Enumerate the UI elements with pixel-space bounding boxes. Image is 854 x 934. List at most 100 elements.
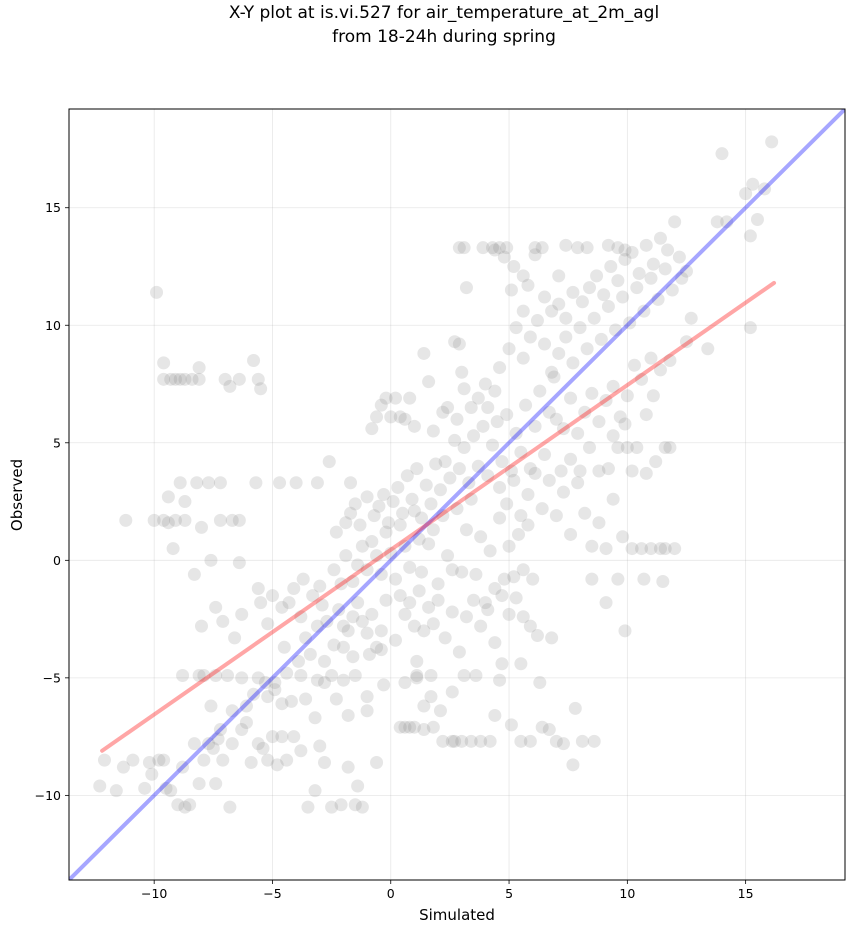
data-point: [150, 285, 164, 299]
data-point: [346, 650, 360, 664]
data-point: [668, 215, 682, 229]
data-point: [564, 391, 578, 405]
data-point: [604, 259, 618, 273]
data-point: [202, 476, 216, 490]
data-point: [627, 358, 641, 372]
data-point: [348, 497, 362, 511]
data-point: [649, 455, 663, 469]
data-point: [474, 530, 488, 544]
data-point: [500, 497, 514, 511]
data-point: [438, 455, 452, 469]
data-point: [625, 245, 639, 259]
x-axis-label: Simulated: [419, 906, 495, 924]
data-point: [618, 624, 632, 638]
data-point: [488, 384, 502, 398]
data-point: [715, 147, 729, 161]
data-point: [459, 523, 473, 537]
data-point: [393, 589, 407, 603]
data-point: [464, 734, 478, 748]
y-axis-label: Observed: [8, 459, 26, 531]
data-point: [429, 457, 443, 471]
data-point: [585, 386, 599, 400]
data-point: [209, 777, 223, 791]
data-point: [299, 631, 313, 645]
data-point: [556, 422, 570, 436]
plot-area: [69, 109, 845, 880]
data-point: [571, 241, 585, 255]
data-point: [325, 800, 339, 814]
data-point: [308, 711, 322, 725]
data-point: [601, 238, 615, 252]
data-point: [436, 509, 450, 523]
data-point: [575, 734, 589, 748]
data-point: [549, 412, 563, 426]
data-point: [384, 546, 398, 560]
data-point: [235, 671, 249, 685]
data-point: [289, 476, 303, 490]
data-point: [476, 241, 490, 255]
data-point: [512, 527, 526, 541]
data-point: [571, 426, 585, 440]
data-point: [346, 574, 360, 588]
data-point: [306, 589, 320, 603]
data-point: [530, 629, 544, 643]
chart-title-line-1: X-Y plot at is.vi.527 for air_temperatur…: [228, 3, 660, 23]
data-point: [646, 389, 660, 403]
data-point: [351, 779, 365, 793]
data-point: [410, 654, 424, 668]
data-point: [310, 619, 324, 633]
data-point: [225, 737, 239, 751]
data-point: [339, 549, 353, 563]
data-point: [235, 723, 249, 737]
data-point: [258, 676, 272, 690]
data-point: [542, 723, 556, 737]
data-point: [471, 459, 485, 473]
data-point: [469, 668, 483, 682]
data-point: [672, 250, 686, 264]
data-point: [294, 668, 308, 682]
y-tick-label: 15: [45, 200, 61, 215]
data-point: [452, 645, 466, 659]
data-point: [178, 513, 192, 527]
data-point: [720, 215, 734, 229]
y-tick-label: −10: [35, 788, 61, 803]
x-tick-label: −10: [141, 886, 167, 901]
data-point: [658, 440, 672, 454]
data-point: [197, 668, 211, 682]
data-point: [178, 372, 192, 386]
data-point: [587, 311, 601, 325]
data-point: [750, 212, 764, 226]
data-point: [545, 365, 559, 379]
data-point: [433, 483, 447, 497]
data-point: [232, 372, 246, 386]
data-point: [355, 539, 369, 553]
data-point: [746, 177, 760, 191]
data-point: [592, 464, 606, 478]
data-point: [400, 469, 414, 483]
data-point: [183, 798, 197, 812]
data-point: [516, 610, 530, 624]
data-point: [623, 316, 637, 330]
data-point: [661, 243, 675, 257]
data-point: [97, 753, 111, 767]
data-point: [209, 668, 223, 682]
data-point: [464, 401, 478, 415]
data-point: [424, 690, 438, 704]
data-point: [632, 267, 646, 281]
data-point: [299, 692, 313, 706]
data-point: [502, 607, 516, 621]
data-point: [405, 492, 419, 506]
y-tick-label: 5: [53, 435, 61, 450]
data-point: [398, 676, 412, 690]
data-point: [448, 433, 462, 447]
data-point: [157, 372, 171, 386]
data-point: [450, 412, 464, 426]
data-point: [381, 516, 395, 530]
data-point: [355, 800, 369, 814]
data-point: [500, 241, 514, 255]
data-point: [566, 758, 580, 772]
data-point: [360, 690, 374, 704]
data-point: [573, 321, 587, 335]
data-point: [176, 760, 190, 774]
data-point: [523, 619, 537, 633]
